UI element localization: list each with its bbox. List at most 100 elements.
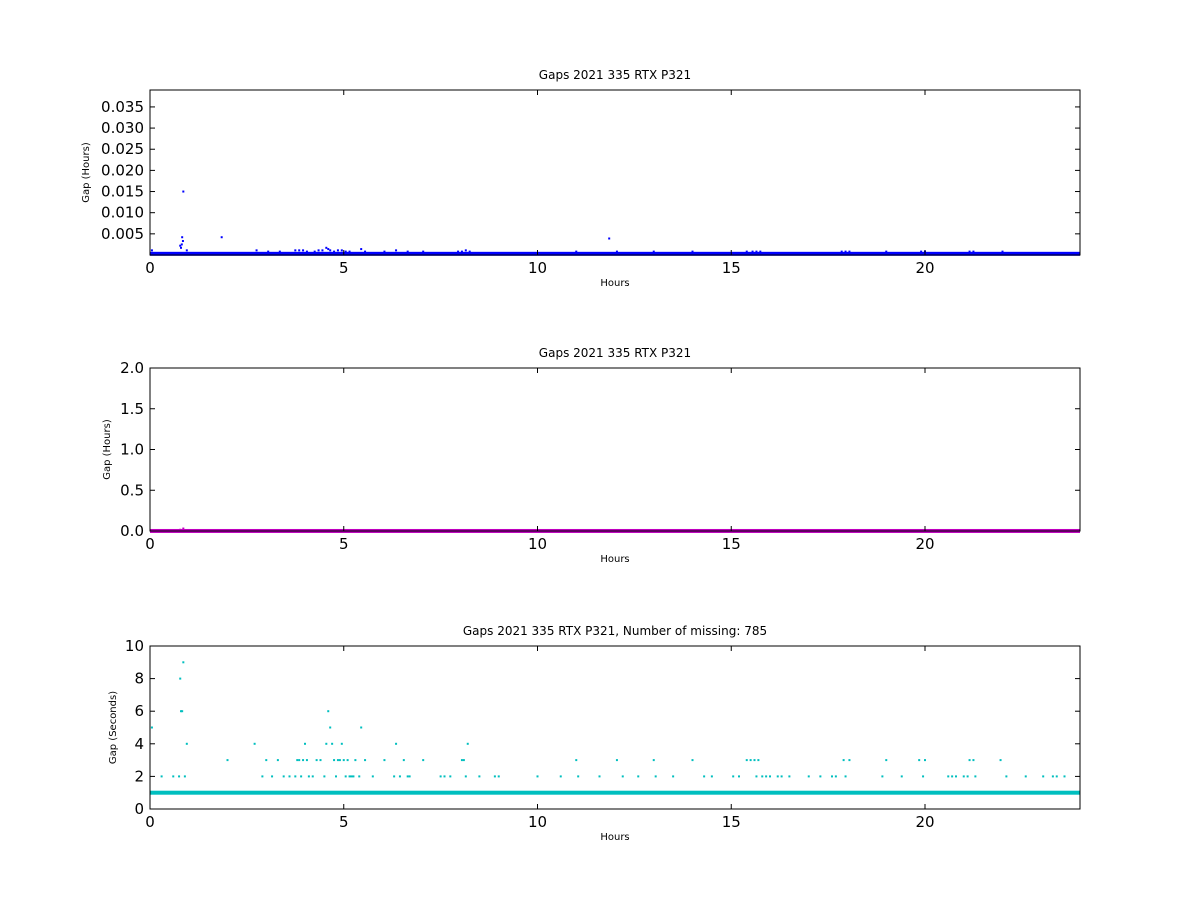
y-axis-label: Gap (Hours) [81,142,92,203]
y-tick-label: 0.0 [120,522,144,540]
data-point [364,759,367,762]
x-axis-label: Hours [600,832,629,843]
data-point [951,775,954,778]
data-point [402,759,405,762]
data-point [348,250,351,253]
data-point [325,246,328,249]
data-point [317,249,320,252]
data-point [288,775,291,778]
data-point [336,249,339,252]
data-point [703,775,706,778]
data-point [406,775,409,778]
data-point [608,237,611,240]
chart-title: Gaps 2021 335 RTX P321, Number of missin… [463,624,767,638]
data-point [749,759,752,762]
data-point [615,759,618,762]
data-point [449,775,452,778]
baseline-points [150,790,1080,795]
x-tick-label: 5 [339,535,349,553]
data-point [294,249,297,252]
data-point [354,759,357,762]
data-point [1042,775,1045,778]
data-point [788,775,791,778]
data-point [947,775,950,778]
data-point [226,759,229,762]
data-point [439,775,442,778]
data-point [955,775,957,778]
y-tick-label: 1.5 [120,400,144,418]
data-point [313,250,316,253]
data-point [780,775,783,778]
data-point [261,775,264,778]
data-point [834,775,837,778]
data-point [536,775,539,778]
data-point [383,250,386,253]
x-tick-label: 0 [145,813,155,831]
data-point [150,726,153,729]
data-point [340,249,343,252]
y-tick-label: 0.015 [101,183,144,201]
data-point [298,759,301,762]
data-point [181,710,184,713]
data-point [302,249,305,252]
data-point [183,775,186,778]
data-point [172,775,175,778]
data-point [329,249,332,252]
x-axis-label: Hours [600,278,629,289]
data-point [464,775,467,778]
data-point [848,759,851,762]
y-tick-label: 6 [134,702,144,720]
data-point [493,775,496,778]
data-point [652,250,655,253]
data-point [1001,250,1004,253]
x-tick-label: 20 [915,813,934,831]
data-point [422,759,425,762]
y-tick-label: 0 [134,800,144,818]
data-point [327,710,330,713]
data-point [732,775,735,778]
y-tick-label: 0.5 [120,481,144,499]
data-point [807,775,810,778]
data-point [179,244,182,247]
data-point [745,250,748,253]
data-point [466,742,469,745]
data-point [350,775,353,778]
x-tick-label: 10 [528,535,547,553]
data-point [751,250,754,253]
data-point [329,726,332,729]
data-point [575,250,578,253]
y-tick-label: 0.035 [101,98,144,116]
data-point [968,250,971,253]
data-point [761,775,764,778]
y-axis-label: Gap (Seconds) [108,691,119,764]
data-point [1051,775,1054,778]
data-point [621,775,624,778]
data-point [776,775,779,778]
data-point [160,775,163,778]
data-point [972,759,975,762]
data-point [311,775,314,778]
data-point [182,527,185,530]
data-point [900,775,903,778]
data-point [464,249,467,252]
data-point [185,742,188,745]
data-point [842,759,845,762]
data-point [765,775,768,778]
data-point [755,775,758,778]
data-point [840,250,843,253]
x-tick-label: 0 [145,535,155,553]
data-point [408,775,411,778]
x-tick-label: 15 [722,259,741,277]
data-point [360,726,363,729]
data-point [918,759,921,762]
data-point [255,249,258,252]
data-point [335,775,337,778]
data-point [1024,775,1027,778]
data-point [253,742,256,745]
data-point [1055,775,1058,778]
x-tick-label: 10 [528,259,547,277]
data-point [559,775,562,778]
data-point [346,759,349,762]
x-tick-label: 20 [915,259,934,277]
data-point [340,742,343,745]
